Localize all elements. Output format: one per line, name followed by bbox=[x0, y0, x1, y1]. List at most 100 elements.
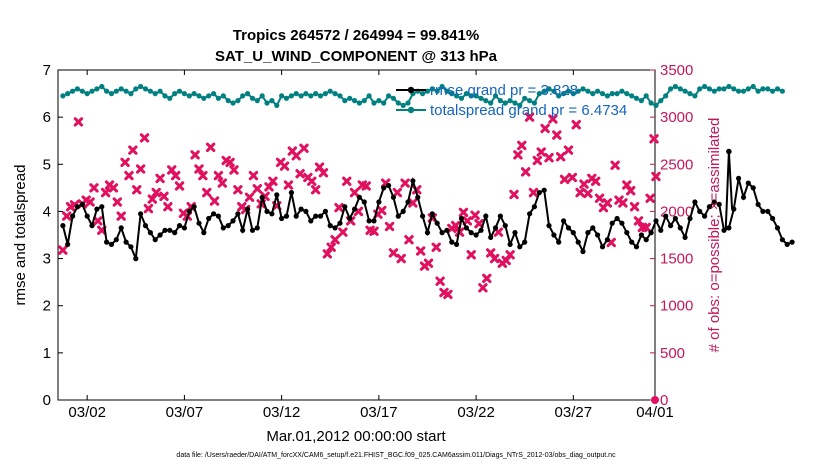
totalspread-point bbox=[293, 91, 299, 97]
rmse-point bbox=[225, 223, 231, 229]
rmse-point bbox=[760, 208, 766, 214]
rmse-point bbox=[551, 232, 557, 238]
totalspread-point bbox=[191, 91, 197, 97]
rmse-point bbox=[70, 213, 76, 219]
rmse-point bbox=[672, 215, 679, 222]
totalspread-point bbox=[395, 100, 401, 106]
totalspread-point bbox=[313, 91, 319, 97]
rmse-point bbox=[99, 204, 105, 210]
rmse-point bbox=[740, 194, 747, 200]
rmse-point bbox=[283, 213, 290, 219]
y-right-tick-label: 2500 bbox=[660, 156, 693, 173]
rmse-point bbox=[104, 239, 110, 245]
rmse-point bbox=[546, 223, 552, 229]
totalspread-point bbox=[677, 86, 683, 92]
obs-assimilated-point bbox=[629, 202, 640, 212]
rmse-point bbox=[269, 211, 275, 217]
totalspread-point bbox=[84, 91, 90, 97]
totalspread-point bbox=[750, 83, 756, 90]
totalspread-point bbox=[458, 95, 465, 101]
obs-assimilated-point bbox=[330, 235, 340, 245]
obs-assimilated-point bbox=[450, 220, 461, 231]
rmse-point bbox=[502, 223, 508, 229]
totalspread-point bbox=[128, 91, 134, 97]
totalspread-point bbox=[376, 98, 382, 104]
legend-rmse-label: rmse grand pr = 3.828 bbox=[430, 82, 578, 99]
obs-assimilated-point bbox=[649, 134, 659, 144]
rmse-point bbox=[468, 230, 474, 236]
totalspread-point bbox=[736, 88, 742, 94]
obs-assimilated-point bbox=[151, 187, 161, 198]
obs-assimilated-point bbox=[93, 216, 103, 226]
obs-assimilated-point bbox=[462, 216, 473, 226]
rmse-point bbox=[288, 190, 294, 196]
totalspread-point bbox=[692, 93, 698, 99]
rmse-point bbox=[172, 230, 178, 236]
obs-assimilated-point bbox=[229, 165, 239, 175]
rmse-point bbox=[264, 208, 270, 214]
totalspread-point bbox=[361, 98, 367, 104]
obs-assimilated-point bbox=[594, 193, 605, 203]
totalspread-point bbox=[94, 86, 100, 92]
totalspread-point bbox=[483, 98, 489, 104]
totalspread-point bbox=[118, 86, 124, 92]
rmse-point bbox=[142, 223, 149, 229]
totalspread-point bbox=[745, 86, 751, 92]
totalspread-point bbox=[454, 93, 460, 99]
totalspread-point bbox=[269, 98, 275, 104]
rmse-point bbox=[663, 213, 669, 219]
obs-assimilated-point bbox=[85, 197, 95, 207]
rmse-point bbox=[750, 185, 756, 191]
rmse-point bbox=[658, 227, 664, 233]
obs-assimilated-point bbox=[513, 150, 523, 160]
legend-spread-marker bbox=[407, 106, 415, 114]
rmse-point bbox=[327, 223, 333, 229]
rmse-point bbox=[313, 213, 319, 219]
y-left-tick-label: 0 bbox=[43, 392, 51, 409]
rmse-point bbox=[400, 208, 406, 214]
totalspread-point bbox=[604, 93, 611, 99]
totalspread-point bbox=[711, 88, 717, 94]
rmse-point bbox=[157, 232, 163, 238]
obs-assimilated-point bbox=[618, 198, 628, 208]
rmse-point bbox=[371, 218, 377, 224]
rmse-point bbox=[492, 225, 499, 231]
obs-assimilated-point bbox=[268, 176, 278, 186]
rmse-point bbox=[624, 230, 630, 236]
obs-assimilated-point bbox=[120, 157, 130, 168]
rmse-point bbox=[84, 213, 90, 219]
totalspread-point bbox=[201, 95, 207, 101]
obs-assimilated-point bbox=[155, 173, 165, 184]
obs-assimilated-point bbox=[202, 187, 212, 198]
rmse-point bbox=[410, 178, 416, 184]
obs-assimilated-point bbox=[583, 188, 593, 199]
obs-assimilated-point bbox=[555, 152, 566, 162]
totalspread-point bbox=[230, 100, 236, 106]
obs-assimilated-point bbox=[392, 187, 403, 198]
y-axis-left-label: rmse and totalspread bbox=[12, 165, 29, 306]
obs-assimilated-point bbox=[435, 276, 445, 286]
totalspread-point bbox=[167, 95, 173, 101]
totalspread-point bbox=[570, 91, 576, 97]
rmse-point bbox=[736, 175, 742, 181]
totalspread-point bbox=[317, 93, 324, 99]
rmse-point bbox=[332, 225, 338, 231]
y-axis-left-ticks: 0 1 2 3 4 5 6 7 bbox=[43, 62, 63, 409]
totalspread-point bbox=[138, 83, 144, 90]
totalspread-point bbox=[381, 100, 387, 106]
totalspread-point bbox=[157, 88, 163, 94]
rmse-point bbox=[89, 223, 95, 229]
totalspread-point bbox=[424, 88, 431, 94]
obs-assimilated-point bbox=[124, 170, 134, 181]
totalspread-point bbox=[595, 88, 601, 94]
rmse-point bbox=[789, 239, 795, 245]
totalspread-point bbox=[308, 93, 314, 99]
rmse-point bbox=[692, 199, 698, 205]
rmse-point bbox=[176, 223, 183, 229]
totalspread-point bbox=[512, 100, 518, 106]
rmse-point bbox=[463, 225, 469, 231]
rmse-point bbox=[259, 194, 265, 200]
totalspread-point bbox=[366, 93, 372, 99]
x-tick-label: 03/27 bbox=[555, 404, 593, 421]
rmse-point bbox=[215, 213, 221, 219]
